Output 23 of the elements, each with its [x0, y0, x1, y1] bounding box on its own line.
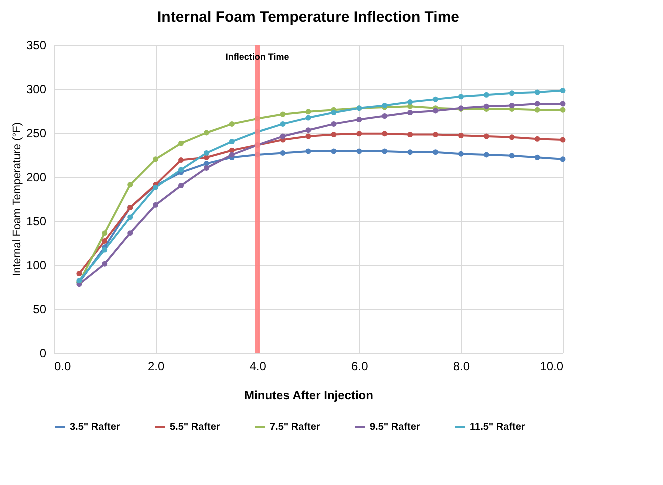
x-tick-label: 10.0 — [540, 360, 564, 374]
y-tick-label: 250 — [26, 126, 47, 140]
legend-label: 3.5" Rafter — [70, 422, 120, 433]
legend-label: 7.5" Rafter — [270, 422, 320, 433]
chart-title: Internal Foam Temperature Inflection Time — [157, 9, 460, 26]
legend-label: 9.5" Rafter — [370, 422, 420, 433]
ref-line-label: Inflection Time — [226, 52, 290, 62]
y-tick-label: 50 — [33, 302, 47, 316]
legend-label: 5.5" Rafter — [170, 422, 220, 433]
x-axis-title: Minutes After Injection — [244, 388, 374, 402]
x-tick-label: 4.0 — [250, 360, 267, 374]
y-axis-title: Internal Foam Temperature (°F) — [11, 122, 24, 276]
y-tick-label: 150 — [26, 214, 47, 228]
x-tick-label: 6.0 — [352, 360, 369, 374]
legend-label: 11.5" Rafter — [470, 422, 526, 433]
y-tick-label: 200 — [26, 170, 47, 184]
x-tick-label: 2.0 — [148, 360, 165, 374]
y-tick-label: 350 — [26, 38, 47, 52]
y-tick-label: 300 — [26, 82, 47, 96]
y-tick-label: 0 — [40, 346, 47, 360]
y-tick-label: 100 — [26, 258, 47, 272]
x-tick-label: 0.0 — [54, 360, 72, 374]
x-tick-label: 8.0 — [453, 360, 470, 374]
